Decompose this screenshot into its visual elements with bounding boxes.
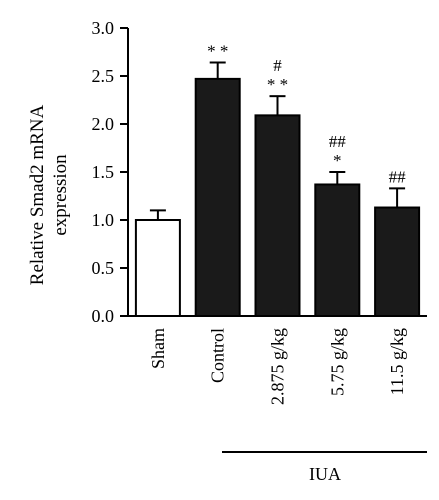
significance-marker: * * xyxy=(267,75,288,94)
y-tick-label: 2.5 xyxy=(92,66,115,86)
bar xyxy=(314,183,361,317)
y-tick-label: 2.0 xyxy=(92,114,115,134)
bar xyxy=(374,206,421,318)
y-tick-label: 0.0 xyxy=(92,306,115,326)
x-tick-label: Control xyxy=(208,328,228,383)
x-tick-label: Sham xyxy=(148,328,168,369)
x-tick-label: 2.875 g/kg xyxy=(268,328,288,405)
significance-marker: # xyxy=(273,56,282,75)
y-tick-label: 1.0 xyxy=(92,210,115,230)
significance-marker: * * xyxy=(207,42,228,61)
y-tick-label: 1.5 xyxy=(92,162,115,182)
y-axis-label-line1: Relative Smad2 mRNA xyxy=(27,104,48,285)
group-label: IUA xyxy=(309,464,341,484)
y-tick-label: 0.5 xyxy=(92,258,115,278)
x-tick-label: 11.5 g/kg xyxy=(387,328,407,395)
bar xyxy=(134,219,181,317)
bar xyxy=(194,77,241,317)
bar xyxy=(254,114,301,317)
y-tick-label: 3.0 xyxy=(92,18,115,38)
significance-marker: ## xyxy=(329,132,347,151)
x-tick-label: 5.75 g/kg xyxy=(327,328,347,396)
significance-marker: * xyxy=(333,151,342,170)
significance-marker: ## xyxy=(389,167,407,186)
plot-area: 0.0 0.5 1.0 1.5 2.0 2.5 3.0 Sham Control * * 2.875… xyxy=(92,18,421,405)
y-axis-label-line2: expression xyxy=(50,154,71,236)
